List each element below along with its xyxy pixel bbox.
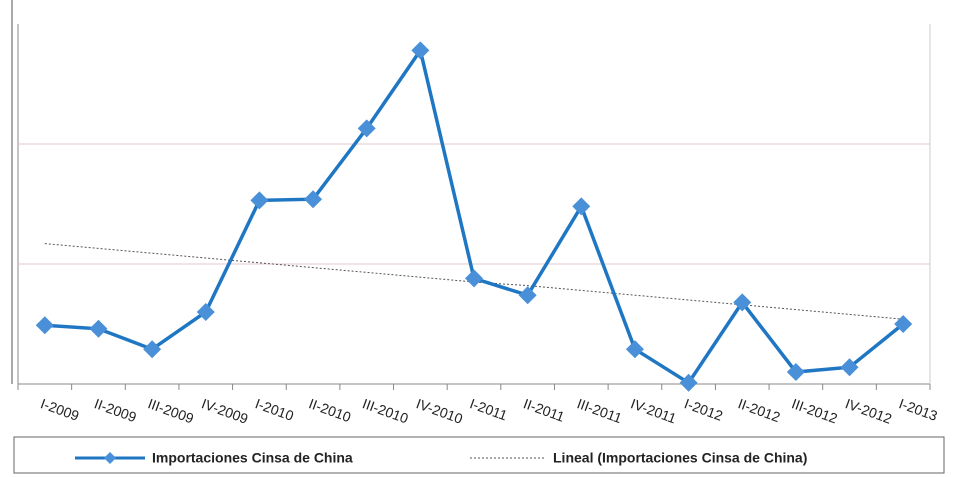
point-marker [518,286,537,305]
point-marker [35,316,54,335]
x-tick-label: III-2011 [575,395,624,426]
point-marker [250,191,269,210]
x-tick-label: III-2012 [790,395,840,426]
x-tick-label: I-2012 [682,395,725,424]
x-tick-label: II-2011 [521,395,567,425]
x-tick-label: I-2009 [39,395,82,424]
x-tick-label: IV-2012 [843,395,894,427]
x-tick-label: I-2011 [468,395,510,423]
point-marker [357,119,376,138]
point-marker [840,358,859,377]
point-marker [894,315,913,333]
x-tick-label: II-2010 [307,395,354,425]
point-marker [304,190,323,209]
point-marker [411,41,430,60]
x-tick-label: I-2013 [897,395,940,424]
point-marker [786,363,805,381]
x-tick-label: I-2010 [253,395,296,424]
x-tick-label: IV-2011 [629,395,679,426]
point-marker [679,373,698,392]
legend-label: Importaciones Cinsa de China [152,450,353,466]
point-marker [733,293,752,312]
data-line [44,46,905,386]
x-tick-label: IV-2010 [414,395,465,427]
x-tick-label: II-2009 [92,395,139,425]
point-marker [572,197,591,216]
point-marker [196,303,215,321]
point-marker [465,269,483,288]
legend-marker [104,452,116,464]
x-tick-label: III-2010 [360,395,410,426]
legend-label: Lineal (Importaciones Cinsa de China) [553,450,807,466]
x-tick-label: IV-2009 [199,395,250,427]
point-marker [143,340,162,359]
x-tick-label: III-2009 [146,395,196,426]
legend-box [13,436,945,474]
point-marker [89,319,108,338]
x-tick-label: II-2012 [736,395,783,425]
point-marker [625,340,644,359]
